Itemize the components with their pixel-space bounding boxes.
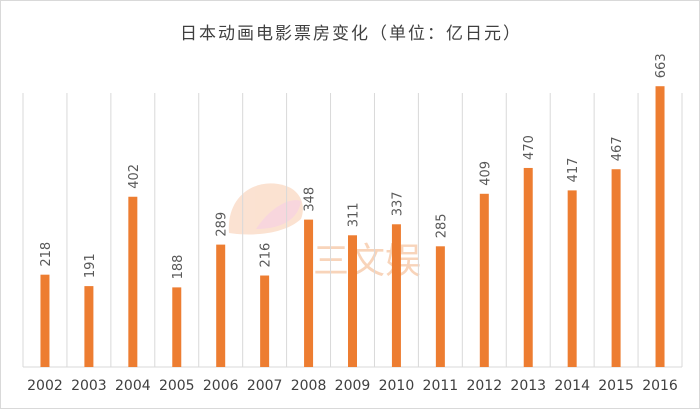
- data-label-2009: 311: [347, 202, 362, 227]
- bar-2009: [348, 235, 357, 367]
- data-label-2012: 409: [478, 161, 493, 186]
- bar-2011: [435, 246, 445, 367]
- x-tick-label: 2013: [510, 378, 546, 394]
- x-tick-label: 2009: [335, 378, 371, 394]
- x-tick-label: 2011: [423, 378, 459, 394]
- data-label-2005: 188: [171, 255, 186, 280]
- bar-2010: [391, 224, 401, 367]
- bar-2002: [40, 274, 50, 367]
- data-label-2004: 402: [127, 164, 142, 189]
- data-label-2011: 285: [434, 213, 449, 238]
- x-tick-label: 2003: [71, 378, 107, 394]
- data-label-2008: 348: [303, 187, 318, 212]
- chart-title: 日本动画电影票房变化（单位：亿日元）: [180, 24, 522, 44]
- data-label-2007: 216: [259, 243, 274, 268]
- bar-2008: [304, 219, 314, 367]
- bar-2003: [84, 286, 94, 367]
- x-tick-label: 2005: [159, 378, 195, 394]
- bar-2006: [216, 244, 226, 367]
- x-tick-label: 2007: [247, 378, 283, 394]
- bar-2016: [655, 86, 665, 368]
- x-tick-label: 2010: [379, 378, 415, 394]
- bar-2004: [128, 196, 138, 367]
- x-tick-label: 2004: [115, 378, 151, 394]
- x-tick-label: 2008: [291, 378, 327, 394]
- bar-2007: [260, 275, 270, 367]
- x-tick-label: 2015: [598, 378, 634, 394]
- data-label-2014: 417: [566, 158, 581, 183]
- bar-2014: [567, 190, 577, 367]
- data-label-2002: 218: [39, 242, 54, 267]
- data-label-2003: 191: [83, 253, 98, 278]
- x-tick-label: 2002: [27, 378, 63, 394]
- x-tick-label: 2012: [466, 378, 502, 394]
- watermark-text: 三文娱: [313, 241, 421, 282]
- bar-2012: [479, 193, 489, 367]
- watermark-shell-accent: [256, 200, 301, 229]
- bar-2005: [172, 287, 182, 367]
- data-label-2006: 289: [215, 212, 230, 237]
- data-label-2010: 337: [390, 191, 405, 216]
- data-label-2016: 663: [654, 53, 669, 78]
- bar-2015: [611, 169, 621, 367]
- data-label-2015: 467: [610, 136, 625, 161]
- data-label-2013: 470: [522, 135, 537, 160]
- x-tick-label: 2006: [203, 378, 239, 394]
- x-tick-label: 2016: [642, 378, 678, 394]
- x-tick-label: 2014: [554, 378, 590, 394]
- bar-2013: [523, 167, 533, 367]
